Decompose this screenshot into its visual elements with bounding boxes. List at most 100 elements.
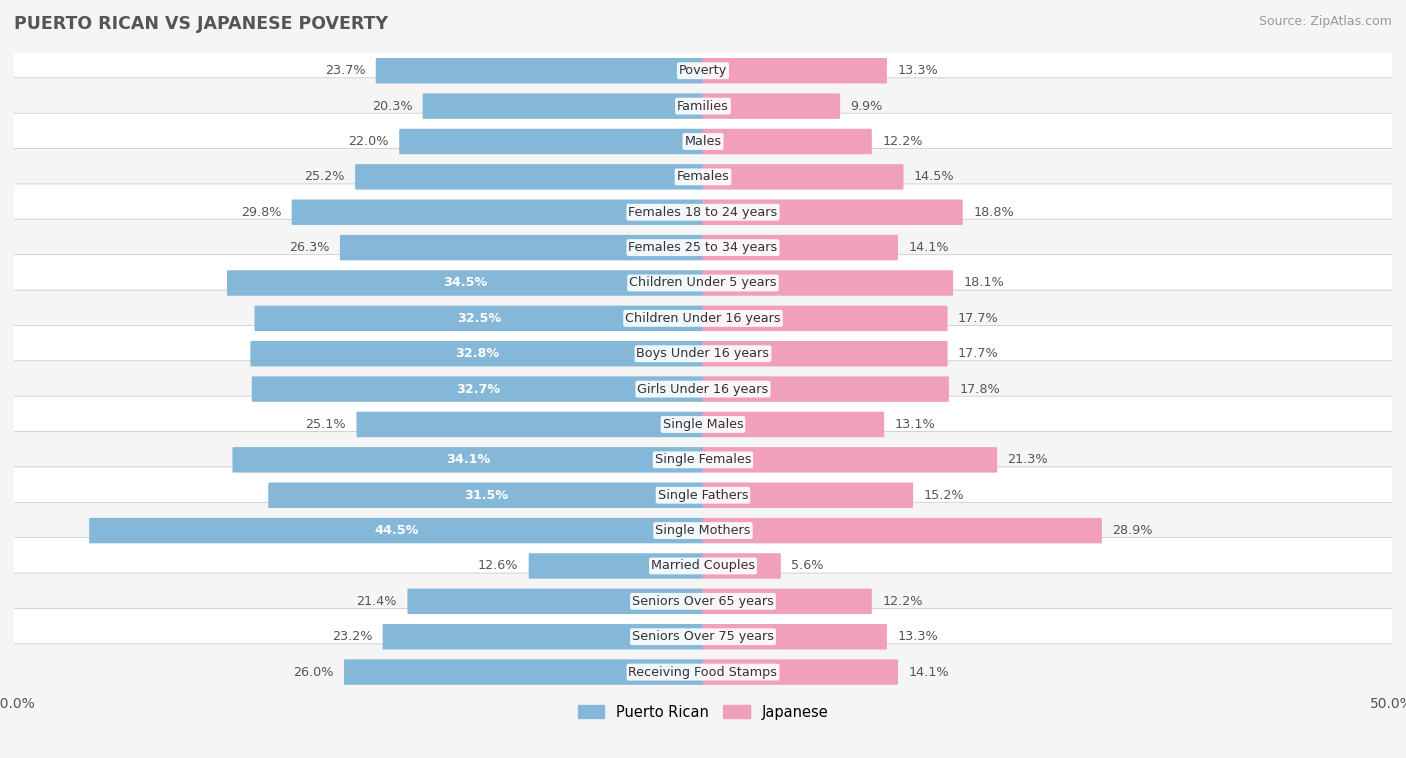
- FancyBboxPatch shape: [10, 325, 1396, 382]
- Text: 21.3%: 21.3%: [1008, 453, 1047, 466]
- FancyBboxPatch shape: [10, 503, 1396, 559]
- Text: Receiving Food Stamps: Receiving Food Stamps: [628, 666, 778, 678]
- FancyBboxPatch shape: [344, 659, 703, 684]
- Text: Poverty: Poverty: [679, 64, 727, 77]
- FancyBboxPatch shape: [703, 129, 872, 154]
- Text: 18.1%: 18.1%: [963, 277, 1004, 290]
- FancyBboxPatch shape: [340, 235, 703, 260]
- Text: Seniors Over 65 years: Seniors Over 65 years: [633, 595, 773, 608]
- Text: Married Couples: Married Couples: [651, 559, 755, 572]
- Text: 5.6%: 5.6%: [792, 559, 824, 572]
- FancyBboxPatch shape: [399, 129, 703, 154]
- Text: 23.2%: 23.2%: [332, 630, 373, 644]
- Text: Girls Under 16 years: Girls Under 16 years: [637, 383, 769, 396]
- Text: 12.6%: 12.6%: [478, 559, 519, 572]
- Text: 18.8%: 18.8%: [973, 205, 1014, 219]
- Text: 34.5%: 34.5%: [443, 277, 488, 290]
- FancyBboxPatch shape: [703, 412, 884, 437]
- Text: 29.8%: 29.8%: [240, 205, 281, 219]
- FancyBboxPatch shape: [252, 377, 703, 402]
- Text: 23.7%: 23.7%: [325, 64, 366, 77]
- FancyBboxPatch shape: [703, 58, 887, 83]
- FancyBboxPatch shape: [529, 553, 703, 578]
- Text: Single Males: Single Males: [662, 418, 744, 431]
- FancyBboxPatch shape: [10, 644, 1396, 700]
- Text: Females 25 to 34 years: Females 25 to 34 years: [628, 241, 778, 254]
- FancyBboxPatch shape: [703, 659, 898, 684]
- Text: 34.1%: 34.1%: [446, 453, 491, 466]
- Text: 12.2%: 12.2%: [882, 595, 922, 608]
- Text: 14.1%: 14.1%: [908, 666, 949, 678]
- FancyBboxPatch shape: [10, 361, 1396, 418]
- Text: 13.1%: 13.1%: [894, 418, 935, 431]
- Text: 22.0%: 22.0%: [349, 135, 389, 148]
- FancyBboxPatch shape: [703, 199, 963, 225]
- FancyBboxPatch shape: [269, 483, 703, 508]
- FancyBboxPatch shape: [382, 624, 703, 650]
- Text: 21.4%: 21.4%: [357, 595, 396, 608]
- FancyBboxPatch shape: [254, 305, 703, 331]
- FancyBboxPatch shape: [10, 184, 1396, 240]
- Text: Seniors Over 75 years: Seniors Over 75 years: [633, 630, 773, 644]
- FancyBboxPatch shape: [703, 377, 949, 402]
- Text: 13.3%: 13.3%: [897, 64, 938, 77]
- Text: 31.5%: 31.5%: [464, 489, 508, 502]
- Legend: Puerto Rican, Japanese: Puerto Rican, Japanese: [571, 697, 835, 727]
- Text: Females: Females: [676, 171, 730, 183]
- Text: 32.8%: 32.8%: [456, 347, 499, 360]
- Text: Single Females: Single Females: [655, 453, 751, 466]
- FancyBboxPatch shape: [10, 42, 1396, 99]
- FancyBboxPatch shape: [375, 58, 703, 83]
- Text: Children Under 16 years: Children Under 16 years: [626, 312, 780, 325]
- FancyBboxPatch shape: [356, 164, 703, 190]
- FancyBboxPatch shape: [10, 219, 1396, 276]
- Text: 13.3%: 13.3%: [897, 630, 938, 644]
- FancyBboxPatch shape: [703, 483, 912, 508]
- FancyBboxPatch shape: [357, 412, 703, 437]
- Text: Families: Families: [678, 99, 728, 113]
- Text: 25.1%: 25.1%: [305, 418, 346, 431]
- Text: 14.5%: 14.5%: [914, 171, 955, 183]
- Text: 25.2%: 25.2%: [304, 171, 344, 183]
- FancyBboxPatch shape: [703, 93, 841, 119]
- Text: 17.7%: 17.7%: [957, 312, 998, 325]
- FancyBboxPatch shape: [291, 199, 703, 225]
- Text: 32.7%: 32.7%: [456, 383, 499, 396]
- Text: Single Fathers: Single Fathers: [658, 489, 748, 502]
- FancyBboxPatch shape: [703, 589, 872, 614]
- Text: 17.8%: 17.8%: [959, 383, 1000, 396]
- Text: Males: Males: [685, 135, 721, 148]
- FancyBboxPatch shape: [232, 447, 703, 472]
- FancyBboxPatch shape: [703, 235, 898, 260]
- Text: Females 18 to 24 years: Females 18 to 24 years: [628, 205, 778, 219]
- FancyBboxPatch shape: [10, 255, 1396, 312]
- FancyBboxPatch shape: [703, 271, 953, 296]
- FancyBboxPatch shape: [703, 341, 948, 366]
- FancyBboxPatch shape: [250, 341, 703, 366]
- Text: 26.0%: 26.0%: [294, 666, 333, 678]
- FancyBboxPatch shape: [703, 164, 904, 190]
- Text: 12.2%: 12.2%: [882, 135, 922, 148]
- Text: 20.3%: 20.3%: [371, 99, 412, 113]
- FancyBboxPatch shape: [703, 624, 887, 650]
- FancyBboxPatch shape: [703, 553, 780, 578]
- Text: 9.9%: 9.9%: [851, 99, 883, 113]
- FancyBboxPatch shape: [10, 113, 1396, 170]
- FancyBboxPatch shape: [10, 537, 1396, 594]
- Text: Boys Under 16 years: Boys Under 16 years: [637, 347, 769, 360]
- Text: 44.5%: 44.5%: [374, 524, 419, 537]
- FancyBboxPatch shape: [10, 78, 1396, 134]
- FancyBboxPatch shape: [703, 305, 948, 331]
- Text: 14.1%: 14.1%: [908, 241, 949, 254]
- FancyBboxPatch shape: [703, 447, 997, 472]
- Text: 26.3%: 26.3%: [290, 241, 329, 254]
- FancyBboxPatch shape: [10, 609, 1396, 665]
- FancyBboxPatch shape: [703, 518, 1102, 543]
- FancyBboxPatch shape: [226, 271, 703, 296]
- Text: 15.2%: 15.2%: [924, 489, 965, 502]
- Text: 28.9%: 28.9%: [1112, 524, 1153, 537]
- Text: PUERTO RICAN VS JAPANESE POVERTY: PUERTO RICAN VS JAPANESE POVERTY: [14, 15, 388, 33]
- Text: 17.7%: 17.7%: [957, 347, 998, 360]
- Text: Single Mothers: Single Mothers: [655, 524, 751, 537]
- FancyBboxPatch shape: [89, 518, 703, 543]
